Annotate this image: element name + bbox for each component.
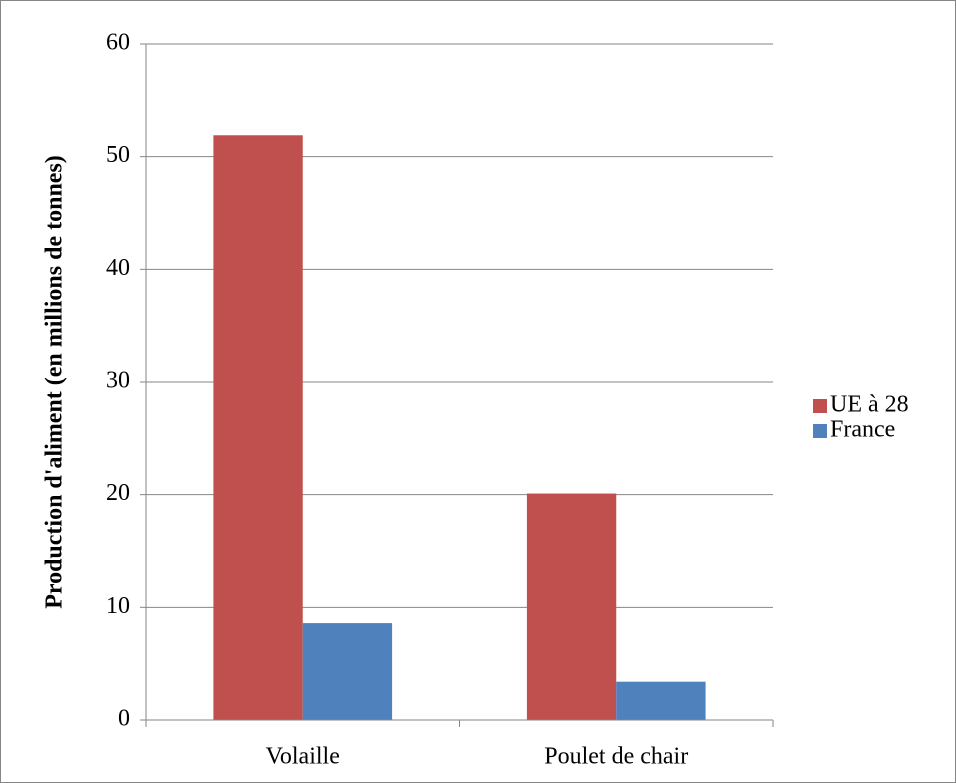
y-axis-label: Production d'aliment (en millions de ton…	[42, 155, 68, 609]
y-tick-label: 10	[106, 593, 130, 619]
bar	[526, 493, 617, 720]
bar	[616, 681, 706, 720]
legend-label: France	[830, 417, 895, 443]
bar	[213, 135, 303, 720]
y-tick-label: 0	[118, 706, 130, 732]
y-tick-label: 30	[106, 368, 130, 394]
x-tick-label: Volaille	[266, 744, 340, 770]
legend-swatch	[813, 424, 827, 438]
y-tick-label: 60	[106, 30, 130, 56]
legend-swatch	[813, 399, 827, 413]
y-tick-label: 40	[106, 255, 130, 281]
x-tick-label: Poulet de chair	[544, 744, 688, 770]
y-tick-label: 50	[106, 142, 130, 168]
y-tick-label: 20	[106, 480, 130, 506]
legend-label: UE à 28	[830, 392, 909, 418]
bar	[302, 623, 393, 720]
